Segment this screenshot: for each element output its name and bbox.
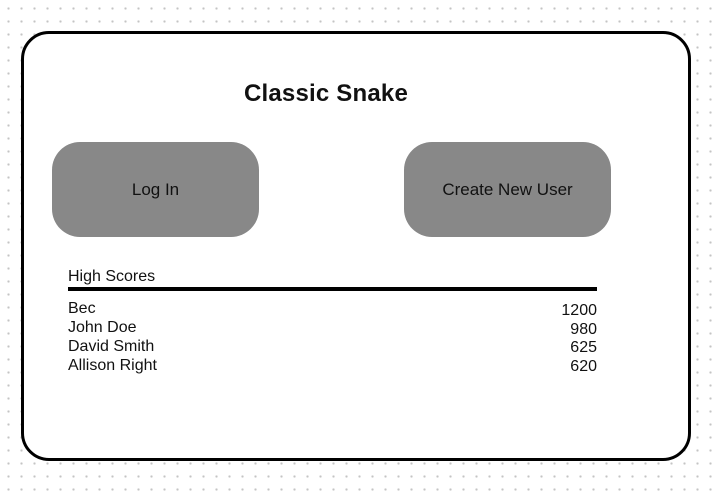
- score-entry-value: 980: [570, 320, 597, 338]
- login-button[interactable]: Log In: [52, 142, 259, 237]
- create-new-user-button-label: Create New User: [442, 179, 573, 199]
- high-scores-values-column: 1200 980 625 620: [561, 302, 597, 376]
- score-entry-value: 620: [570, 357, 597, 375]
- high-scores-names-column: Bec John Doe David Smith Allison Right: [68, 299, 157, 375]
- login-button-label: Log In: [131, 179, 180, 199]
- score-entry-name: John Doe: [68, 319, 137, 336]
- high-scores-divider: [68, 287, 597, 291]
- score-entry-name: Allison Right: [68, 357, 157, 374]
- score-entry-value: 1200: [561, 302, 597, 319]
- score-entry-name: David Smith: [68, 338, 155, 355]
- main-window: Classic Snake Log In Create New User Hig…: [21, 31, 691, 461]
- score-entry-name: Bec: [68, 300, 96, 317]
- create-new-user-button[interactable]: Create New User: [404, 142, 611, 237]
- high-scores-heading: High Scores: [68, 268, 156, 285]
- score-entry-value: 625: [570, 339, 597, 356]
- page-title: Classic Snake: [243, 80, 409, 107]
